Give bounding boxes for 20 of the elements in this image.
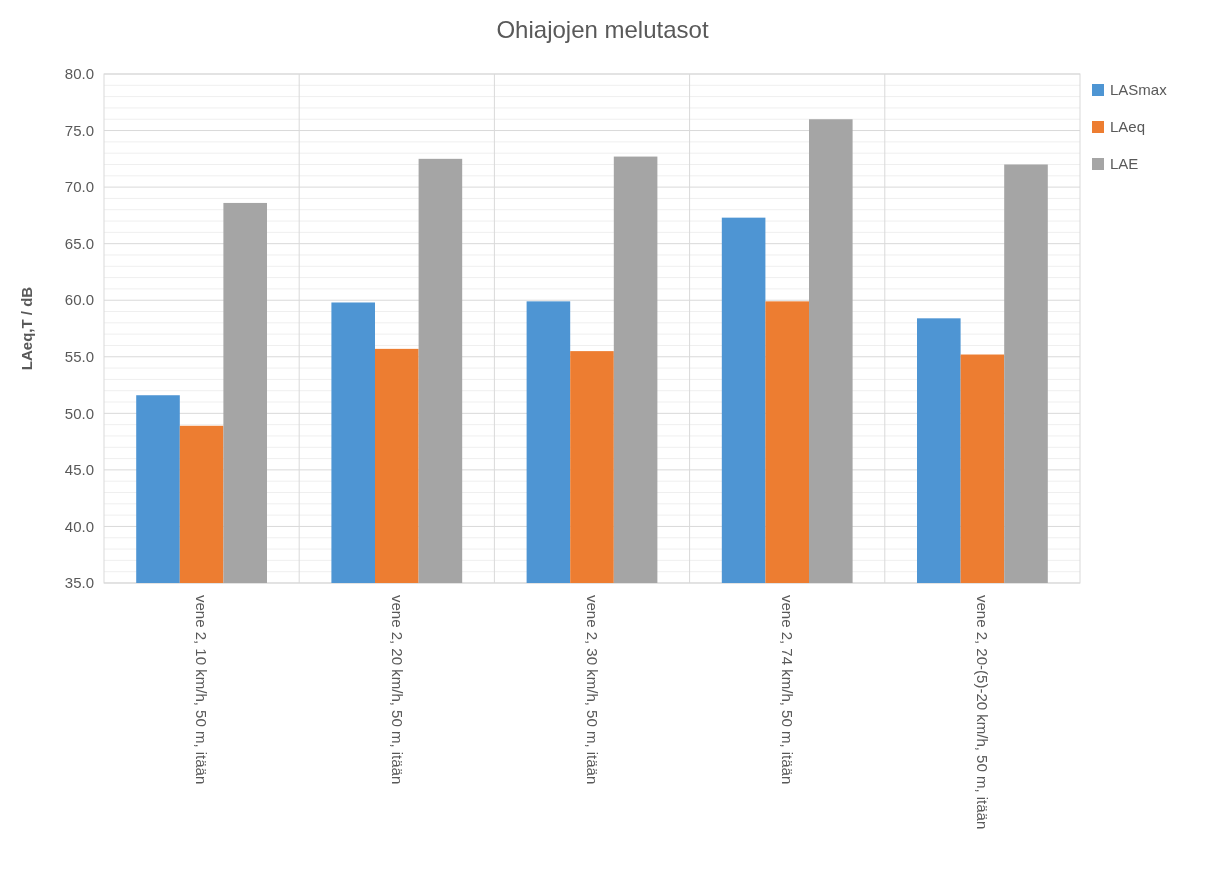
y-tick-label: 65.0 — [64, 234, 94, 252]
y-tick-label: 50.0 — [64, 404, 94, 422]
legend-label: LAeq — [1110, 118, 1146, 136]
y-tick-label: 55.0 — [64, 348, 94, 366]
x-tick-label: vene 2, 10 km/h, 50 m, itään — [193, 595, 211, 785]
y-tick-label: 80.0 — [64, 65, 94, 83]
y-tick-label: 40.0 — [64, 517, 94, 535]
y-tick-label: 60.0 — [64, 291, 94, 309]
legend-label: LAE — [1110, 155, 1139, 173]
x-tick-label: vene 2, 74 km/h, 50 m, itään — [778, 595, 796, 785]
x-tick-label: vene 2, 20-(5)-20 km/h, 50 m, itään — [974, 595, 992, 830]
y-tick-label: 70.0 — [64, 178, 94, 196]
y-axis-title: LAeq,T / dB — [18, 286, 35, 371]
y-tick-label: 45.0 — [64, 461, 94, 479]
y-tick-label: 35.0 — [64, 574, 94, 592]
x-tick-label: vene 2, 30 km/h, 50 m, itään — [583, 595, 601, 785]
x-tick-label: vene 2, 20 km/h, 50 m, itään — [388, 595, 406, 785]
legend-label: LASmax — [1110, 81, 1168, 99]
y-tick-label: 75.0 — [64, 121, 94, 139]
chart-title: Ohiajojen melutasot — [496, 16, 709, 43]
